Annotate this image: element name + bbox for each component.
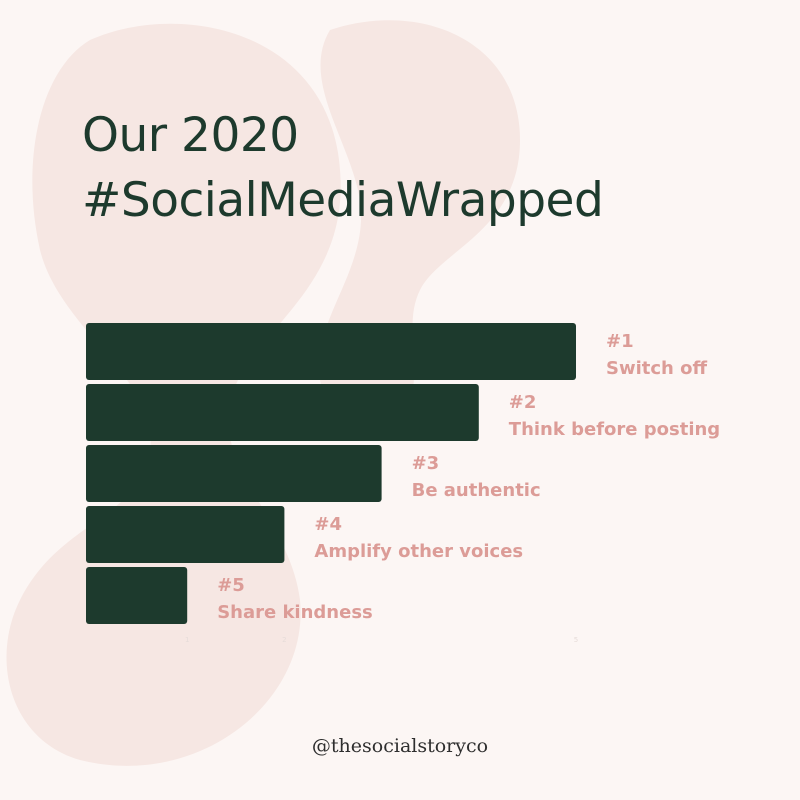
bar-label-5: Share kindness xyxy=(217,602,373,623)
title-line-1: Our 2020 xyxy=(82,108,299,163)
bar-3 xyxy=(86,445,382,502)
x-tick-label: 5 xyxy=(574,636,578,644)
bar-label-4: Amplify other voices xyxy=(314,541,523,562)
bar-label-1: Switch off xyxy=(606,358,707,379)
title-line-2: #SocialMediaWrapped xyxy=(82,173,604,228)
bar-label-2: Think before posting xyxy=(509,419,720,440)
bar-rank-label-5: #5 xyxy=(217,575,245,596)
bar-2 xyxy=(86,384,479,441)
bar-rank-label-2: #2 xyxy=(509,392,537,413)
bar-label-3: Be authentic xyxy=(412,480,541,501)
ranking-bar-chart: #1 Switch off #2 Think before posting #3 Be a… xyxy=(86,323,720,644)
footer-handle: @thesocialstoryco xyxy=(311,735,489,757)
bar-4 xyxy=(86,506,285,563)
x-tick-label: 2 xyxy=(282,636,286,644)
bar-1 xyxy=(86,323,576,380)
bar-rank-label-1: #1 xyxy=(606,331,634,352)
bar-rank-label-4: #4 xyxy=(314,514,342,535)
bar-5 xyxy=(86,567,188,624)
bar-rank-label-3: #3 xyxy=(412,453,440,474)
x-tick-label: 1 xyxy=(185,636,189,644)
page-title: Our 2020 #SocialMediaWrapped xyxy=(82,103,604,233)
